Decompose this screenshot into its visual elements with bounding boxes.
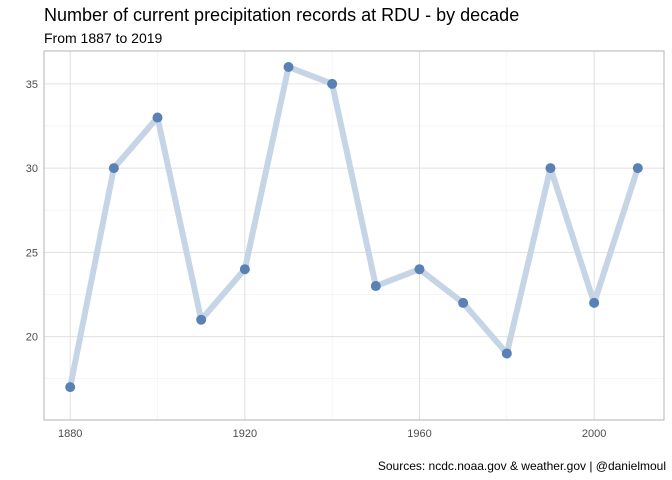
data-point: [501, 348, 512, 359]
data-point: [196, 314, 207, 325]
data-point: [283, 62, 294, 73]
series-line-group: [67, 64, 641, 388]
x-tick-label: 1920: [233, 428, 257, 440]
y-axis-ticks: 20 25 30 35: [26, 79, 38, 344]
chart-title: Number of current precipitation records …: [44, 5, 520, 25]
data-point: [370, 281, 381, 292]
series-line: [67, 64, 641, 388]
grid-minor: [44, 51, 664, 420]
data-point: [327, 78, 338, 89]
chart-caption: Sources: ncdc.noaa.gov & weather.gov | @…: [377, 459, 666, 473]
x-tick-label: 1960: [407, 428, 431, 440]
data-point: [152, 112, 163, 123]
data-point: [108, 163, 119, 174]
y-tick-label: 20: [26, 332, 38, 344]
y-tick-label: 30: [26, 163, 38, 175]
data-points: [65, 62, 643, 393]
data-point: [545, 163, 556, 174]
data-point: [239, 264, 250, 275]
plot-border: [43, 50, 665, 421]
y-tick-label: 25: [26, 247, 38, 259]
x-axis-ticks: 1880 1920 1960 2000: [58, 428, 606, 440]
data-point: [632, 163, 643, 174]
data-point: [458, 297, 469, 308]
data-point: [65, 382, 76, 393]
data-point: [589, 297, 600, 308]
x-tick-label: 1880: [58, 428, 82, 440]
data-point: [414, 264, 425, 275]
grid-major: [44, 51, 664, 420]
chart-subtitle: From 1887 to 2019: [44, 30, 163, 46]
y-tick-label: 35: [26, 79, 38, 91]
x-tick-label: 2000: [582, 428, 606, 440]
